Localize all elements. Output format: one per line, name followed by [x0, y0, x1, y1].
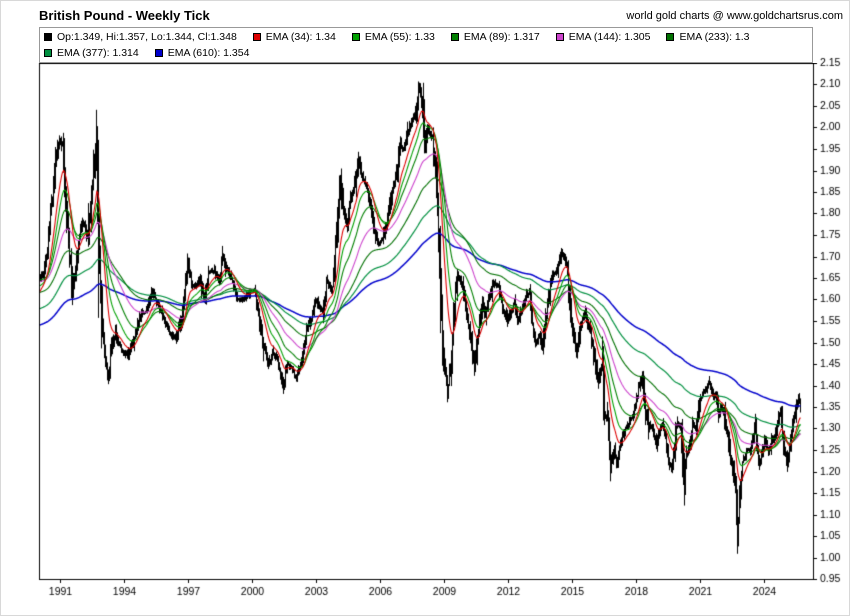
- legend-item-ema377: EMA (377): 1.314: [44, 47, 139, 59]
- ema89-swatch-icon: [450, 33, 459, 41]
- legend-item-ema610: EMA (610): 1.354: [154, 47, 250, 59]
- ema377-swatch-icon: [44, 49, 52, 57]
- ema233-swatch-icon: [666, 33, 675, 41]
- legend-item-ema34: EMA (34): 1.34: [252, 31, 336, 43]
- legend-item-ema233: EMA (233): 1.3: [666, 31, 750, 43]
- legend-item-price: Op:1.349, Hi:1.357, Lo:1.344, Cl:1.348: [44, 31, 237, 43]
- legend-label-ema233: EMA (233): 1.3: [679, 31, 750, 43]
- legend-label-ema55: EMA (55): 1.33: [364, 31, 435, 43]
- legend-row-1: Op:1.349, Hi:1.357, Lo:1.344, Cl:1.348 E…: [44, 29, 808, 45]
- ema144-swatch-icon: [555, 33, 564, 41]
- legend-row-2: EMA (377): 1.314 EMA (610): 1.354: [44, 45, 808, 61]
- legend-item-ema89: EMA (89): 1.317: [450, 31, 540, 43]
- ema34-swatch-icon: [252, 33, 261, 41]
- price-swatch-icon: [44, 33, 52, 41]
- legend-label-ema144: EMA (144): 1.305: [568, 31, 651, 43]
- ema610-swatch-icon: [154, 49, 163, 57]
- legend-label-ema89: EMA (89): 1.317: [463, 31, 540, 43]
- legend-label-ema34: EMA (34): 1.34: [265, 31, 336, 43]
- legend-label-ema610: EMA (610): 1.354: [167, 47, 250, 59]
- ema55-swatch-icon: [351, 33, 360, 41]
- legend-label-ema377: EMA (377): 1.314: [57, 47, 139, 59]
- legend-item-ema55: EMA (55): 1.33: [351, 31, 435, 43]
- legend-item-ema144: EMA (144): 1.305: [555, 31, 651, 43]
- legend-label-price: Op:1.349, Hi:1.357, Lo:1.344, Cl:1.348: [57, 31, 237, 43]
- legend: Op:1.349, Hi:1.357, Lo:1.344, Cl:1.348 E…: [39, 27, 813, 63]
